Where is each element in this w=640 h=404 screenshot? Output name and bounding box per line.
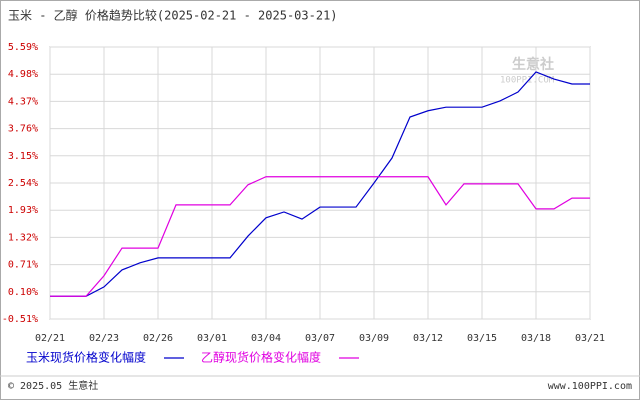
y-tick-label: 5.59% (8, 42, 38, 53)
x-tick-label: 03/07 (305, 333, 335, 344)
y-tick-label: 4.37% (8, 96, 38, 107)
y-tick-label: 0.71% (8, 260, 38, 271)
y-tick-label: 2.54% (8, 178, 38, 189)
footer-right: www.100PPI.com (548, 381, 632, 392)
x-tick-label: 03/09 (359, 333, 389, 344)
legend-label: 玉米现货价格变化幅度 (26, 350, 146, 365)
y-tick-label: 1.32% (8, 232, 38, 243)
y-tick-label: 0.10% (8, 287, 38, 298)
watermark: 100PPI.COM (500, 76, 555, 86)
y-tick-label: 1.93% (8, 205, 38, 216)
chart-title: 玉米 - 乙醇 价格趋势比较(2025-02-21 - 2025-03-21) (8, 8, 338, 23)
x-tick-label: 03/15 (467, 333, 497, 344)
x-tick-label: 02/23 (89, 333, 119, 344)
x-tick-label: 03/04 (251, 333, 281, 344)
y-tick-label: 4.98% (8, 69, 38, 80)
legend-label: 乙醇现货价格变化幅度 (201, 350, 321, 365)
x-tick-label: 02/26 (143, 333, 173, 344)
x-tick-label: 03/12 (413, 333, 443, 344)
y-tick-label: -0.51% (2, 314, 38, 325)
watermark: 生意社 (512, 56, 554, 73)
series-line (50, 71, 590, 297)
x-tick-label: 03/18 (521, 333, 551, 344)
series-line (50, 176, 590, 297)
y-tick-label: 3.76% (8, 124, 38, 135)
x-tick-label: 03/01 (197, 333, 227, 344)
x-tick-label: 03/21 (575, 333, 605, 344)
footer-left: © 2025.05 生意社 (8, 379, 98, 392)
y-tick-label: 3.15% (8, 151, 38, 162)
x-tick-label: 02/21 (35, 333, 65, 344)
